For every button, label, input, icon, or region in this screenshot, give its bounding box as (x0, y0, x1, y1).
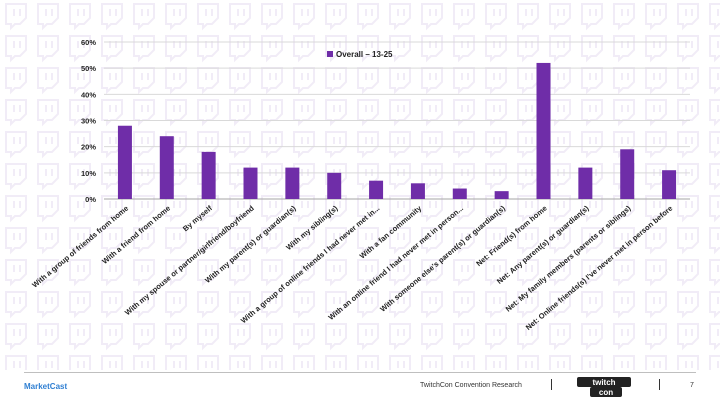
footer-research-title: TwitchCon Convention Research (420, 382, 522, 389)
x-tick-label: With a friend from home (100, 204, 172, 266)
bar (327, 172, 342, 199)
bar (201, 151, 216, 199)
bar (410, 183, 425, 199)
y-tick-label: 0% (85, 195, 96, 204)
x-tick-label: With a group of online friends I had nev… (239, 204, 381, 325)
x-tick-label: With my parent(s) or guardian(s) (203, 203, 298, 285)
x-tick-label: Net: Friend(s) from home (474, 204, 548, 268)
svg-text:con: con (599, 388, 613, 397)
bar (452, 188, 467, 199)
x-tick-label: Net: Online friends(s) I've never met in… (524, 204, 675, 332)
footer-divider (24, 372, 696, 373)
y-tick-label: 30% (81, 117, 96, 126)
bar-chart: 0% 10% 20% 30% 40% 50% 60% With a group of fri… (30, 38, 690, 332)
y-tick-label: 40% (81, 90, 96, 99)
footer-separator (551, 379, 552, 390)
bar (578, 167, 593, 199)
bar (536, 62, 551, 199)
y-tick-label: 10% (81, 169, 96, 178)
bar (243, 167, 258, 199)
x-tick-label: By myself (181, 203, 214, 233)
bar (620, 149, 635, 199)
legend-label: Overall – 13-25 (336, 50, 393, 59)
bar (662, 170, 677, 199)
bar (369, 180, 384, 199)
gridlines (104, 41, 690, 200)
bar (117, 125, 132, 199)
legend-swatch (327, 51, 333, 57)
y-tick-label: 20% (81, 143, 96, 152)
page-number: 7 (690, 382, 694, 389)
bar (494, 191, 509, 199)
footer-separator (659, 379, 660, 390)
legend: Overall – 13-25 (327, 50, 393, 59)
bar (285, 167, 300, 199)
bar (159, 136, 174, 199)
twitchcon-logo: twitch con (576, 376, 632, 403)
y-tick-label: 50% (81, 64, 96, 73)
bars (117, 62, 677, 199)
marketcast-brand: MarketCast (24, 382, 68, 391)
y-tick-label: 60% (81, 38, 96, 47)
y-axis-ticks: 0% 10% 20% 30% 40% 50% 60% (81, 38, 96, 204)
svg-text:twitch: twitch (592, 378, 615, 387)
